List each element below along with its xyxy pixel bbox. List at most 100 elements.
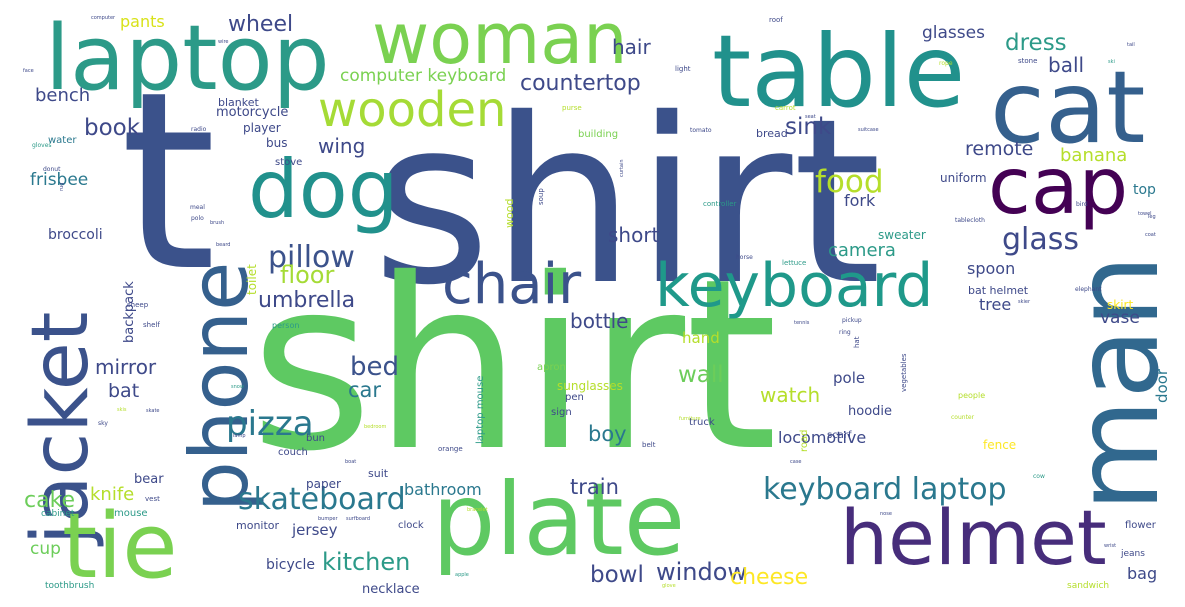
cloud-word: boy	[588, 422, 627, 446]
cloud-word: tie	[62, 494, 178, 599]
cloud-word: pole	[833, 369, 866, 387]
cloud-word: locomotive	[778, 428, 867, 447]
cloud-word: keyboard laptop	[763, 472, 1007, 507]
cloud-word: surfboard	[346, 516, 371, 522]
cloud-word: controller	[703, 200, 737, 208]
cloud-word: tablecloth	[955, 217, 985, 224]
cloud-word: food	[815, 164, 884, 200]
cloud-word: short	[608, 223, 660, 247]
cloud-word: bird	[1076, 201, 1088, 208]
cloud-word: hair	[612, 35, 651, 59]
cloud-word: paper	[306, 477, 341, 491]
cloud-word: knife	[90, 484, 135, 505]
cloud-word: leg	[1148, 214, 1156, 220]
cloud-word: face	[23, 68, 34, 74]
cloud-word: window	[656, 558, 748, 586]
cloud-word: gloves	[32, 142, 52, 149]
cloud-word: ball	[1048, 53, 1085, 77]
cloud-word: laptop	[45, 6, 330, 111]
cloud-word: bun	[306, 433, 326, 444]
cloud-word: laptop mouse	[475, 375, 486, 444]
cloud-word: dress	[1005, 30, 1067, 56]
cloud-word: cheese	[730, 565, 809, 590]
cloud-word: vase	[1100, 308, 1140, 328]
cloud-word: kitchen	[322, 548, 411, 576]
cloud-word: skateboard	[238, 482, 406, 517]
cloud-word: umbrella	[258, 288, 356, 313]
cloud-word: tennis	[794, 320, 810, 326]
cloud-word: glass	[1002, 222, 1080, 257]
cloud-word: hat	[853, 336, 861, 348]
cloud-word: person	[272, 321, 300, 330]
cloud-word: wooden	[318, 82, 507, 138]
cloud-word: water	[48, 135, 77, 146]
cloud-word: suitcase	[858, 127, 879, 133]
cloud-word: keyboard	[655, 251, 934, 321]
cloud-word: bedroom	[364, 424, 387, 430]
cloud-word: frisbee	[30, 170, 89, 190]
cloud-word: seat	[805, 114, 816, 120]
cloud-word: car	[348, 378, 382, 402]
cloud-word: motorcycle	[216, 105, 289, 120]
cloud-word: bus	[266, 136, 288, 150]
cloud-word: bumper	[318, 516, 338, 522]
cloud-word: belt	[642, 441, 656, 449]
cloud-word: cup	[30, 539, 61, 559]
cloud-word: bicycle	[266, 557, 315, 573]
cloud-word: wall	[678, 362, 724, 388]
cloud-word: case	[790, 459, 802, 465]
cloud-word: vest	[145, 495, 160, 503]
cloud-word: pen	[565, 392, 584, 403]
cloud-word: building	[578, 129, 619, 140]
cloud-word: hand	[682, 329, 720, 347]
cloud-word: apron	[537, 362, 566, 373]
cloud-word: scarf	[827, 430, 852, 441]
cloud-word: player	[243, 121, 281, 135]
cloud-word: computer	[91, 15, 116, 21]
cloud-word: rope	[939, 60, 953, 67]
cloud-word: clock	[398, 520, 424, 531]
cloud-word: jersey	[292, 521, 338, 539]
cloud-word: bed	[350, 352, 400, 382]
cloud-word: sheep	[127, 301, 149, 309]
cloud-word: lamp	[233, 433, 246, 439]
cloud-word: pants	[120, 12, 165, 31]
cloud-word: wood	[503, 198, 516, 228]
cloud-word: nose	[880, 511, 892, 517]
cloud-word: truck	[689, 417, 715, 428]
cloud-word: watch	[760, 383, 821, 407]
cloud-word: necklace	[362, 582, 420, 597]
cloud-word: top	[1133, 182, 1156, 198]
cloud-word: curtain	[619, 159, 625, 177]
cloud-word: spoon	[967, 259, 1016, 278]
cloud-word: sandwich	[1067, 581, 1110, 591]
cloud-word: carrot	[775, 104, 796, 112]
cloud-word: tree	[979, 295, 1012, 314]
cloud-word: woman	[372, 0, 628, 80]
cloud-word: elephant	[1075, 286, 1102, 293]
cloud-word: mouse	[114, 508, 148, 519]
cloud-word: road	[799, 429, 810, 453]
cloud-word: snow	[231, 384, 244, 390]
cloud-word: suit	[368, 467, 389, 480]
cloud-word: toothbrush	[45, 581, 95, 591]
cloud-word: vegetables	[900, 353, 908, 392]
cloud-word: coat	[1145, 232, 1156, 238]
cloud-word: people	[958, 391, 986, 400]
cloud-word: monitor	[236, 519, 280, 532]
cloud-word: bottle	[570, 309, 629, 333]
cloud-word: sweater	[878, 228, 926, 242]
cloud-word: computer keyboard	[340, 66, 507, 86]
cloud-word: cap	[988, 142, 1129, 232]
cloud-word: backpack	[122, 281, 137, 343]
cloud-word: tail	[1127, 42, 1135, 48]
cloud-word: banana	[1060, 145, 1128, 166]
cloud-word: bathroom	[404, 480, 482, 499]
cloud-word: bat	[108, 380, 140, 402]
cloud-word: couch	[278, 447, 308, 458]
cloud-word: orange	[438, 445, 463, 453]
cloud-word: stove	[275, 157, 303, 168]
cloud-word: broccoli	[48, 227, 103, 243]
cloud-word: camera	[828, 240, 896, 261]
cloud-word: hoodie	[848, 404, 893, 419]
